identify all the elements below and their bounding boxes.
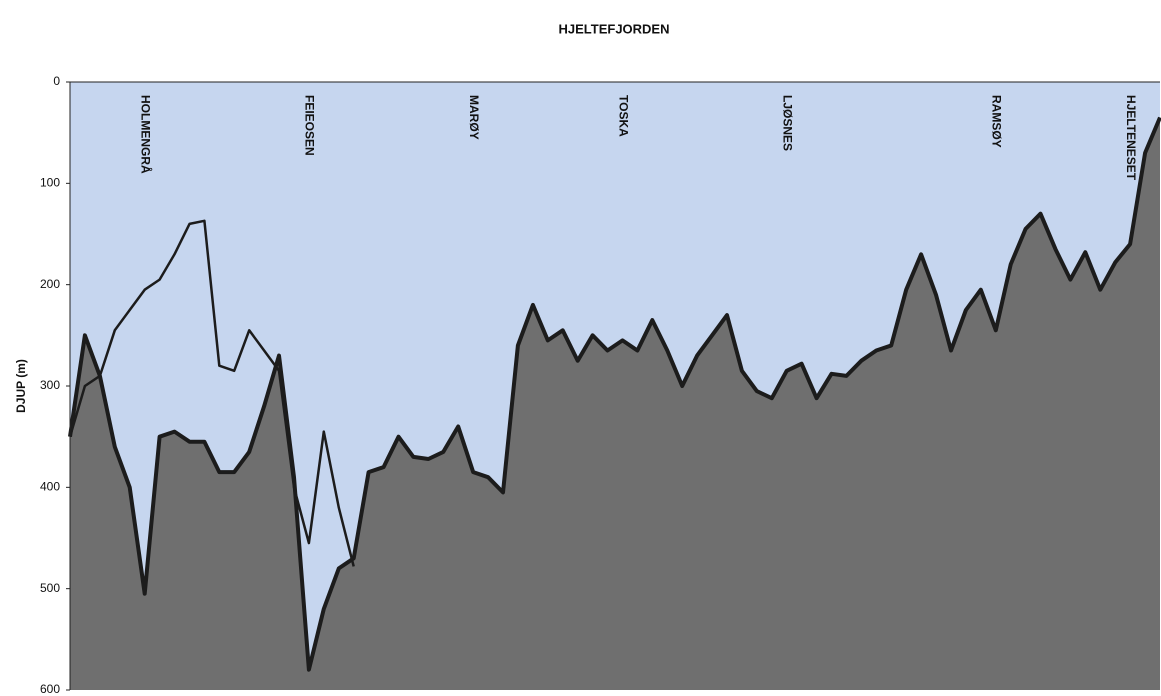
place-label: HOLMENGRÅ	[138, 95, 153, 174]
line	[68, 116, 1161, 672]
place-label: FEIEOSEN	[303, 95, 317, 156]
y-tick-label: 300	[40, 378, 60, 392]
line	[68, 219, 355, 567]
y-tick-label: 0	[53, 74, 60, 88]
y-axis-label: DJUP (m)	[14, 359, 28, 413]
place-label: LJØSNES	[781, 95, 795, 151]
y-tick-label: 200	[40, 277, 60, 291]
place-label: TOSKA	[616, 95, 630, 137]
area	[70, 117, 1160, 690]
place-label: HJELTENESET	[1124, 95, 1138, 181]
y-tick-label: 400	[40, 480, 60, 494]
y-tick-label: 100	[40, 176, 60, 190]
place-label: RAMSØY	[990, 95, 1004, 148]
y-tick-label: 600	[40, 682, 60, 696]
y-tick-label: 500	[40, 581, 60, 595]
place-label: MARØY	[467, 95, 481, 140]
chart-title: HJELTEFJORDEN	[559, 21, 670, 36]
